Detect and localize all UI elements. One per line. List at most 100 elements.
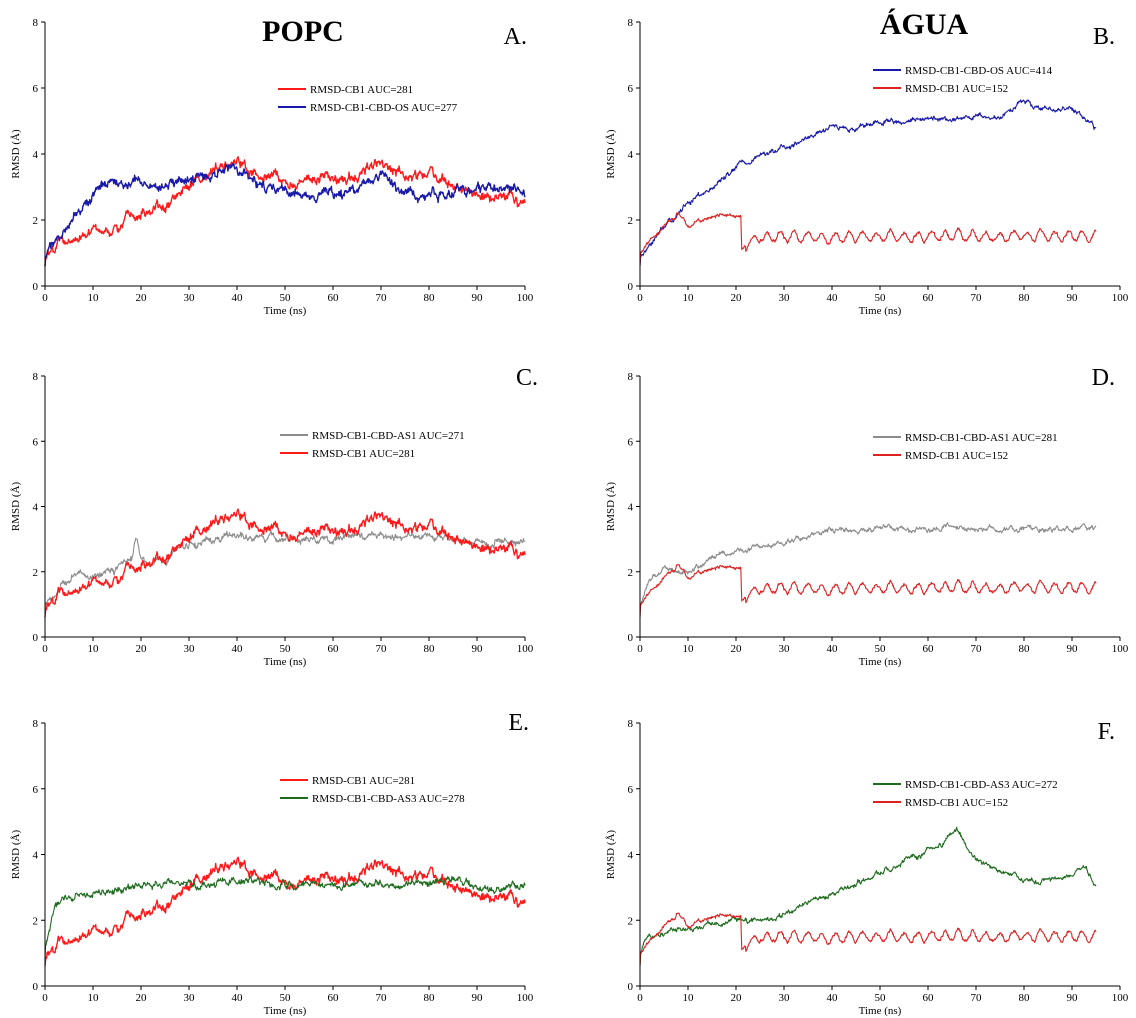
x-tick-label: 10 [88,643,100,655]
x-tick-label: 60 [328,292,340,304]
x-tick-label: 40 [827,992,839,1004]
series-line-2 [639,563,1097,618]
legend-label-2: RMSD-CB1 AUC=152 [905,83,1008,95]
x-tick-label: 100 [517,292,534,304]
x-tick-label: 10 [683,292,695,304]
legend-label-2: RMSD-CB1 AUC=281 [312,448,415,460]
y-tick-label: 2 [628,915,634,927]
x-tick-label: 100 [1112,643,1129,655]
x-tick-label: 40 [827,643,839,655]
y-tick-label: 2 [33,567,39,579]
legend: RMSD-CB1-CBD-AS3 AUC=272 RMSD-CB1 AUC=152 [873,779,1058,809]
y-tick-label: 4 [628,502,634,514]
x-tick-label: 60 [328,643,340,655]
y-tick-label: 8 [33,17,39,29]
x-axis-label: Time (ns) [264,1005,307,1017]
x-tick-label: 80 [424,643,436,655]
series-line-1 [639,99,1097,267]
x-tick-label: 40 [232,292,244,304]
panel-label: A. [504,24,527,50]
x-tick-label: 60 [923,992,935,1004]
legend-label-1: RMSD-CB1-CBD-OS AUC=414 [905,65,1053,77]
x-tick-label: 50 [875,992,887,1004]
x-tick-label: 10 [683,643,695,655]
y-tick-label: 6 [33,784,39,796]
y-tick-label: 8 [628,371,634,383]
series-line-2 [44,875,526,960]
x-tick-label: 30 [184,292,196,304]
y-tick-label: 0 [33,981,39,993]
y-tick-label: 8 [628,17,634,29]
chart-panel-1: 0 10 20 30 40 50 60 70 80 90 100 0 2 4 6 8 Time (ns) RMSD… [10,17,534,317]
x-tick-label: 30 [184,643,196,655]
legend-label-1: RMSD-CB1 AUC=281 [310,84,413,96]
x-tick-label: 20 [731,292,743,304]
x-tick-label: 90 [1067,292,1079,304]
x-axis-label: Time (ns) [859,656,902,668]
series-line-2 [639,212,1097,267]
panel-label: F. [1098,719,1115,745]
y-tick-label: 0 [628,281,634,293]
x-tick-label: 90 [1067,643,1079,655]
x-tick-label: 80 [1019,992,1031,1004]
y-tick-label: 8 [33,371,39,383]
x-tick-label: 0 [42,992,48,1004]
x-tick-label: 80 [1019,292,1031,304]
x-tick-label: 70 [971,643,983,655]
series-line-1 [639,826,1097,967]
y-tick-label: 2 [33,915,39,927]
x-axis-label: Time (ns) [859,305,902,317]
y-tick-label: 0 [628,981,634,993]
x-tick-label: 100 [517,992,534,1004]
y-tick-label: 2 [628,567,634,579]
panel-label: B. [1093,24,1115,50]
x-tick-label: 100 [1112,992,1129,1004]
chart-panel-2: 0 10 20 30 40 50 60 70 80 90 100 0 2 4 6 8 Time (ns) RMSD… [605,17,1129,317]
y-axis-label: RMSD (Å) [605,482,617,532]
x-tick-label: 30 [779,292,791,304]
y-tick-label: 8 [33,718,39,730]
y-tick-label: 0 [33,632,39,644]
x-tick-label: 0 [637,992,643,1004]
x-tick-label: 50 [280,292,292,304]
legend: RMSD-CB1-CBD-AS1 AUC=281 RMSD-CB1 AUC=152 [873,432,1058,462]
x-tick-label: 100 [517,643,534,655]
x-tick-label: 50 [280,643,292,655]
x-tick-label: 100 [1112,292,1129,304]
legend-label-1: RMSD-CB1-CBD-AS1 AUC=271 [312,430,465,442]
legend-label-2: RMSD-CB1-CBD-AS3 AUC=278 [312,793,465,805]
x-axis-label: Time (ns) [859,1005,902,1017]
x-tick-label: 30 [779,643,791,655]
x-tick-label: 10 [683,992,695,1004]
legend-label-2: RMSD-CB1 AUC=152 [905,450,1008,462]
x-tick-label: 50 [875,292,887,304]
series-line-1 [44,530,526,618]
x-tick-label: 30 [184,992,196,1004]
x-axis-label: Time (ns) [264,305,307,317]
y-axis-label: RMSD (Å) [605,129,617,179]
x-tick-label: 20 [731,643,743,655]
x-tick-label: 60 [923,292,935,304]
legend: RMSD-CB1-CBD-AS1 AUC=271 RMSD-CB1 AUC=281 [280,430,465,460]
legend: RMSD-CB1 AUC=281 RMSD-CB1-CBD-OS AUC=277 [278,84,458,114]
y-tick-label: 0 [628,632,634,644]
x-tick-label: 80 [1019,643,1031,655]
legend-label-2: RMSD-CB1-CBD-OS AUC=277 [310,102,458,114]
x-tick-label: 20 [136,292,148,304]
panel-label: C. [516,365,538,391]
x-tick-label: 70 [376,643,388,655]
x-tick-label: 90 [472,992,484,1004]
x-tick-label: 60 [923,643,935,655]
x-tick-label: 50 [280,992,292,1004]
y-tick-label: 2 [33,215,39,227]
column-title-agua: ÁGUA [880,8,969,41]
y-tick-label: 4 [33,149,39,161]
x-tick-label: 30 [779,992,791,1004]
y-axis-label: RMSD (Å) [10,482,22,532]
x-tick-label: 90 [472,643,484,655]
y-tick-label: 4 [628,850,634,862]
x-tick-label: 10 [88,992,100,1004]
x-tick-label: 60 [328,992,340,1004]
x-tick-label: 0 [42,292,48,304]
x-tick-label: 80 [424,292,436,304]
